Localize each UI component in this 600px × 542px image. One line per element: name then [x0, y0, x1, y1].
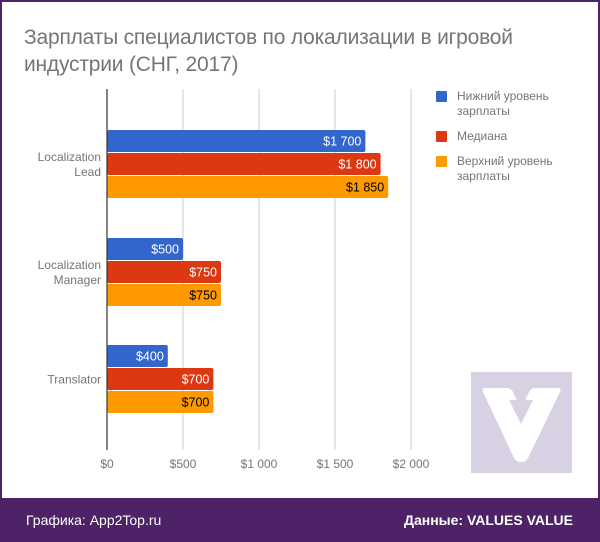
legend-item: Нижний уровень зарплаты: [436, 89, 586, 119]
data-label: $700: [182, 396, 210, 410]
watermark: [471, 372, 572, 473]
bar: [107, 238, 183, 260]
x-tick-label: $1 500: [317, 457, 354, 471]
legend-label: Верхний уровень: [457, 154, 553, 168]
bar: [107, 284, 221, 306]
data-label: $500: [151, 243, 179, 257]
chart-title: Зарплаты специалистов по локализации в и…: [24, 26, 513, 76]
x-tick-label: $500: [170, 457, 197, 471]
x-tick-label: $1 000: [241, 457, 278, 471]
footer-credit: Графика: App2Top.ru: [26, 512, 162, 528]
data-label: $1 700: [323, 135, 361, 149]
bar: [107, 176, 389, 198]
legend-label: зарплаты: [457, 104, 510, 118]
bar: [107, 153, 381, 175]
bar: [107, 391, 214, 413]
footer: Графика: App2Top.ru Данные: VALUES VALUE: [0, 498, 600, 542]
bar: [107, 345, 168, 367]
data-label: $400: [136, 350, 164, 364]
legend-swatch: [436, 156, 447, 167]
legend-label: зарплаты: [457, 169, 510, 183]
legend: Нижний уровень зарплаты Медиана Верхний уро…: [436, 89, 586, 194]
footer-source: Данные: VALUES VALUE: [403, 512, 573, 528]
category-label: Localization: [38, 150, 101, 164]
v-logo-icon: [482, 388, 561, 462]
data-label: $750: [189, 266, 217, 280]
legend-item: Медиана: [436, 129, 586, 144]
legend-label: Нижний уровень: [457, 89, 549, 103]
category-label: Localization: [38, 258, 101, 272]
category-label: Lead: [74, 165, 101, 179]
x-tick-label: $0: [100, 457, 114, 471]
data-label: $750: [189, 289, 217, 303]
bar: [107, 368, 214, 390]
data-label: $700: [182, 373, 210, 387]
category-label: Manager: [54, 273, 101, 287]
category-label: Translator: [47, 373, 101, 387]
data-label: $1 850: [346, 181, 384, 195]
bar: [107, 261, 221, 283]
legend-item: Верхний уровень зарплаты: [436, 154, 586, 184]
x-tick-label: $2 000: [393, 457, 430, 471]
bar-chart: $0 $500 $1 000 $1 500 $2 000 $1 700 $1 800 $1 8…: [38, 89, 430, 471]
legend-swatch: [436, 131, 447, 142]
legend-label: Медиана: [457, 129, 508, 143]
bar: [107, 130, 366, 152]
legend-swatch: [436, 91, 447, 102]
data-label: $1 800: [338, 158, 376, 172]
